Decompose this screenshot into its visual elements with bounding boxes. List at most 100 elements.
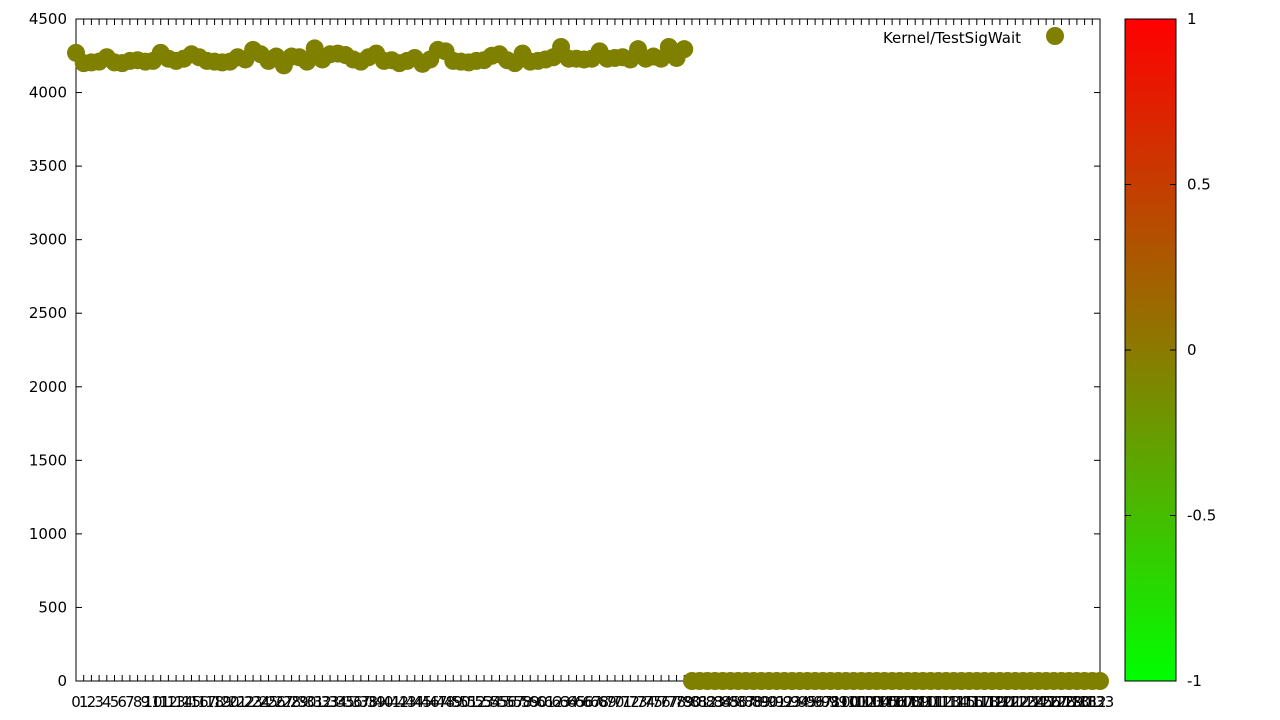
- x-tick-label: 113: [932, 693, 961, 711]
- x-tick-label: 16: [190, 693, 209, 711]
- x-tick-label: 23: [244, 693, 263, 711]
- x-tick-label: 14: [174, 693, 193, 711]
- x-tick-label: 2: [87, 693, 97, 711]
- x-tick-label: 100: [832, 693, 861, 711]
- x-tick-label: 79: [675, 693, 694, 711]
- x-tick-label: 17: [197, 693, 216, 711]
- colorbar-tick-label: -0.5: [1187, 507, 1216, 525]
- x-tick-label: 99: [829, 693, 848, 711]
- x-tick-label: 132: [1078, 693, 1107, 711]
- x-tick-label: 119: [978, 693, 1007, 711]
- x-tick-label: 57: [505, 693, 524, 711]
- x-tick-label: 3: [94, 693, 104, 711]
- x-tick-label: 41: [382, 693, 401, 711]
- x-tick-label: 108: [893, 693, 922, 711]
- legend-marker: [1046, 27, 1064, 45]
- x-tick-label: 112: [924, 693, 953, 711]
- x-tick-label: 56: [498, 693, 517, 711]
- x-tick-label: 25: [259, 693, 278, 711]
- x-tick-label: 50: [451, 693, 470, 711]
- x-tick-label: 78: [667, 693, 686, 711]
- y-tick-label: 3000: [29, 231, 67, 249]
- colorbar-tick-label: 1: [1187, 10, 1197, 28]
- colorbar-ticks: 1 0.5 0 -0.5 -1: [1125, 10, 1216, 690]
- x-tick-label: 116: [955, 693, 984, 711]
- x-tick-label: 114: [939, 693, 968, 711]
- x-tick-label: 45: [413, 693, 432, 711]
- x-tick-label: 29: [290, 693, 309, 711]
- x-tick-label: 129: [1055, 693, 1084, 711]
- x-tick-label: 89: [752, 693, 771, 711]
- x-tick-label: 12: [159, 693, 178, 711]
- x-tick-label: 73: [628, 693, 647, 711]
- x-tick-label: 83: [705, 693, 724, 711]
- x-tick-label: 46: [421, 693, 440, 711]
- x-tick-label: 111: [916, 693, 945, 711]
- x-tick-label: 91: [767, 693, 786, 711]
- x-tick-label: 131: [1070, 693, 1099, 711]
- x-tick-label: 97: [813, 693, 832, 711]
- x-tick-label: 21: [228, 693, 247, 711]
- x-tick-label: 130: [1063, 693, 1092, 711]
- x-tick-label: 36: [344, 693, 363, 711]
- x-tick-label: 117: [962, 693, 991, 711]
- x-tick-label: 24: [251, 693, 270, 711]
- x-tick-label: 104: [862, 693, 891, 711]
- x-tick-label: 33: [321, 693, 340, 711]
- x-tick-label: 0: [71, 693, 81, 711]
- x-tick-label: 107: [885, 693, 914, 711]
- x-tick-label: 76: [652, 693, 671, 711]
- x-tick-label: 75: [644, 693, 663, 711]
- x-tick-label: 59: [521, 693, 540, 711]
- x-tick-label: 90: [759, 693, 778, 711]
- x-tick-label: 128: [1047, 693, 1076, 711]
- x-tick-label: 125: [1024, 693, 1053, 711]
- y-tick-label: 4500: [29, 10, 67, 28]
- x-tick-label: 68: [590, 693, 609, 711]
- x-tick-label: 53: [475, 693, 494, 711]
- x-tick-label: 51: [459, 693, 478, 711]
- x-tick-label: 30: [297, 693, 316, 711]
- x-tick-label: 101: [839, 693, 868, 711]
- x-tick-label: 55: [490, 693, 509, 711]
- x-tick-label: 11: [151, 693, 170, 711]
- y-axis: 0 500 1000 1500 2000 2500 3000 3500 4000 4500: [29, 10, 1100, 690]
- x-tick-label: 8: [133, 693, 143, 711]
- x-tick-label: 115: [947, 693, 976, 711]
- x-tick-label: 39: [367, 693, 386, 711]
- x-tick-label: 61: [536, 693, 555, 711]
- x-tick-label: 5: [110, 693, 120, 711]
- x-tick-label: 72: [621, 693, 640, 711]
- colorbar-tick-label: 0.5: [1187, 176, 1211, 194]
- x-tick-label: 103: [855, 693, 884, 711]
- x-axis: 0123456789101112131415161718192021222324…: [71, 19, 1114, 711]
- x-tick-label: 34: [328, 693, 347, 711]
- x-tick-label: 88: [744, 693, 763, 711]
- x-tick-label: 28: [282, 693, 301, 711]
- x-tick-label: 133: [1086, 693, 1115, 711]
- x-tick-label: 71: [613, 693, 632, 711]
- x-tick-label: 13: [167, 693, 186, 711]
- x-tick-label: 67: [582, 693, 601, 711]
- y-tick-label: 1000: [29, 525, 67, 543]
- x-tick-label: 54: [482, 693, 501, 711]
- x-tick-label: 15: [182, 693, 201, 711]
- x-tick-label: 42: [390, 693, 409, 711]
- data-point: [1091, 672, 1109, 690]
- data-point: [297, 52, 316, 71]
- x-tick-label: 121: [993, 693, 1022, 711]
- x-tick-label: 94: [790, 693, 809, 711]
- legend-label: Kernel/TestSigWait: [883, 29, 1021, 47]
- x-tick-label: 37: [351, 693, 370, 711]
- x-tick-label: 32: [313, 693, 332, 711]
- x-tick-label: 9: [141, 693, 151, 711]
- x-tick-label: 87: [736, 693, 755, 711]
- x-tick-label: 74: [636, 693, 655, 711]
- x-tick-label: 86: [729, 693, 748, 711]
- x-tick-label: 70: [605, 693, 624, 711]
- x-tick-label: 95: [798, 693, 817, 711]
- x-tick-label: 60: [528, 693, 547, 711]
- x-tick-label: 96: [806, 693, 825, 711]
- y-tick-label: 2500: [29, 304, 67, 322]
- y-tick-label: 500: [38, 598, 67, 616]
